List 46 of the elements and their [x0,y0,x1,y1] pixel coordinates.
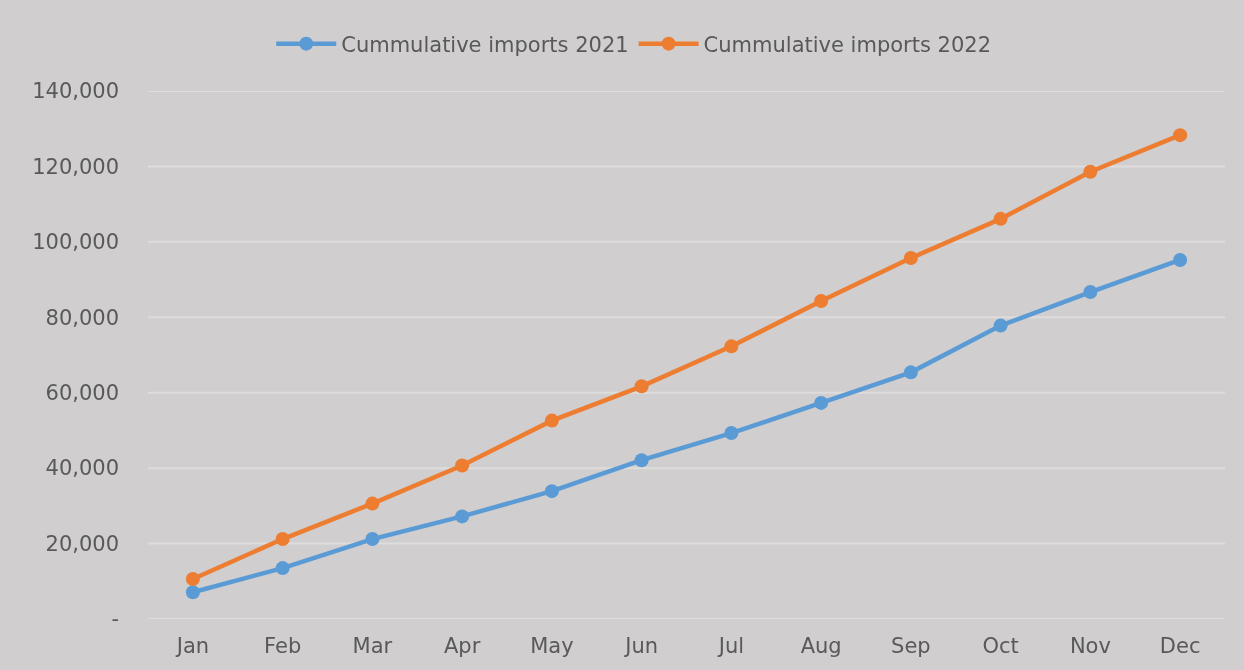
point [275,532,290,547]
y-tick-label: - [111,607,119,632]
y-tick-label: 120,000 [32,154,119,179]
point [634,453,649,468]
y-tick-label: 140,000 [32,79,119,104]
y-tick-label: 100,000 [32,230,119,255]
point [993,318,1008,333]
point [814,395,829,410]
point [1173,252,1188,267]
point [724,426,739,441]
x-tick-label: Jun [623,634,659,658]
x-tick-label: Jul [716,634,745,658]
y-tick-label: 80,000 [45,305,119,330]
point [544,484,559,499]
point [365,532,380,547]
point [185,585,200,600]
point [724,339,739,354]
y-tick-label: 20,000 [45,531,119,556]
point [455,509,470,524]
x-tick-label: Oct [982,634,1019,658]
x-tick-label: Dec [1159,634,1201,658]
x-tick-label: Apr [443,634,481,658]
point [275,561,290,576]
x-tick-label: May [530,634,574,658]
x-tick-label: Nov [1069,634,1111,658]
point [903,365,918,380]
point [1173,128,1188,143]
point [814,294,829,309]
point [634,379,649,394]
point [903,251,918,266]
point [544,413,559,428]
legend-label: Cummulative imports 2022 [703,32,992,57]
point [455,458,470,473]
x-tick-label: Jan [174,634,210,658]
point [365,496,380,511]
point [1083,164,1098,179]
y-tick-label: 40,000 [45,456,119,481]
x-tick-label: Sep [891,634,931,658]
y-tick-label: 60,000 [45,381,119,406]
point [185,572,200,587]
point [993,211,1008,226]
x-tick-label: Feb [264,634,302,658]
point [1083,285,1098,300]
x-tick-label: Mar [352,634,393,658]
x-tick-label: Aug [800,634,842,658]
legend-label: Cummulative imports 2021 [341,32,629,57]
